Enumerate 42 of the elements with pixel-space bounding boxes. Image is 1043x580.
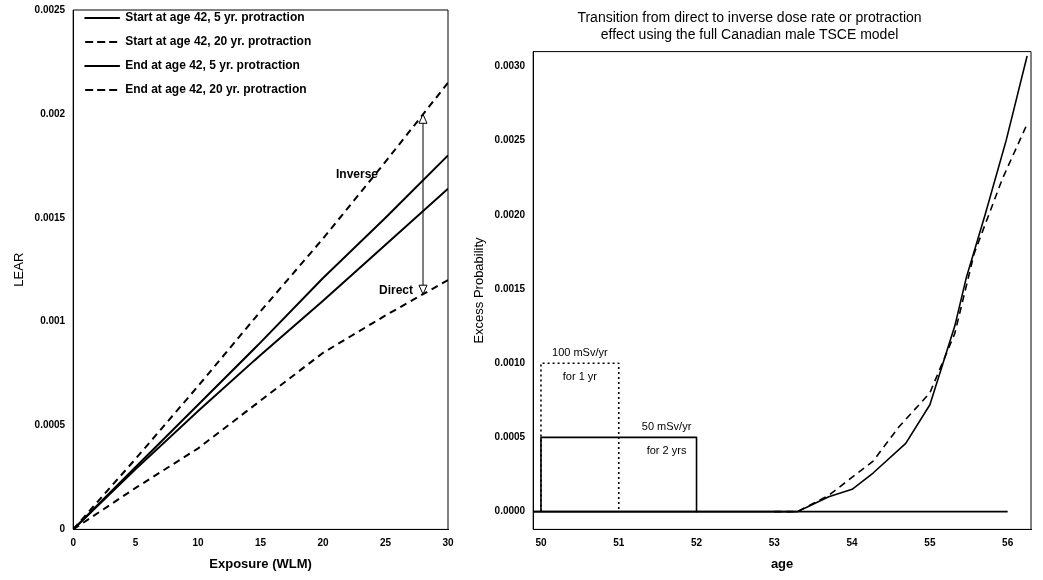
- annotation: 100 mSv/yr: [552, 346, 608, 359]
- x-tick-label: 56: [1002, 537, 1014, 549]
- y-axis-title: Excess Probability: [471, 236, 487, 344]
- x-axis-title: age: [770, 555, 794, 571]
- x-tick-label: 10: [192, 537, 205, 549]
- x-tick-label: 20: [317, 537, 330, 549]
- x-tick-label: 50: [535, 537, 547, 549]
- x-tick-label: 52: [690, 537, 703, 549]
- chart-title: Transition from direct to inverse dose rate or protraction effect using the full Canadian male TSCE model: [577, 9, 922, 43]
- x-tick-label: 55: [924, 537, 936, 549]
- y-tick-label: 0.0025: [494, 134, 526, 146]
- legend-label: Start at age 42, 20 yr. protraction: [125, 34, 312, 49]
- y-tick-label: 0.002: [40, 107, 66, 119]
- x-tick-label: 51: [613, 537, 625, 549]
- annotation: Direct: [379, 282, 414, 297]
- x-tick-label: 15: [255, 537, 267, 549]
- y-tick-label: 0.0015: [34, 211, 66, 223]
- x-tick-label: 53: [768, 537, 781, 549]
- y-tick-label: 0.0010: [494, 356, 526, 368]
- y-tick-label: 0.0015: [494, 282, 526, 294]
- annotation: 50 mSv/yr: [641, 420, 692, 433]
- y-tick-label: 0.001: [40, 315, 66, 327]
- y-tick-label: 0.0025: [34, 3, 66, 15]
- legend-label: End at age 42, 20 yr. protraction: [125, 82, 307, 97]
- y-axis-title: LEAR: [11, 252, 27, 287]
- y-tick-label: 0.0030: [494, 60, 526, 72]
- x-tick-label: 25: [379, 537, 392, 549]
- x-tick-label: 5: [132, 537, 139, 549]
- annotation: for 1 yr: [562, 370, 598, 383]
- y-tick-label: 0.0000: [494, 505, 526, 517]
- x-tick-label: 54: [846, 537, 859, 549]
- annotation: for 2 yrs: [646, 444, 687, 457]
- y-tick-label: 0: [59, 523, 66, 535]
- annotation: Inverse: [335, 166, 379, 181]
- y-tick-label: 0.0005: [34, 419, 66, 431]
- x-tick-label: 30: [442, 537, 454, 549]
- x-tick-label: 0: [70, 537, 77, 549]
- legend-label: Start at age 42, 5 yr. protraction: [125, 10, 305, 25]
- y-tick-label: 0.0020: [494, 208, 526, 220]
- y-tick-label: 0.0005: [494, 431, 526, 443]
- legend-label: End at age 42, 5 yr. protraction: [125, 58, 300, 73]
- x-axis-title: Exposure (WLM): [209, 555, 312, 571]
